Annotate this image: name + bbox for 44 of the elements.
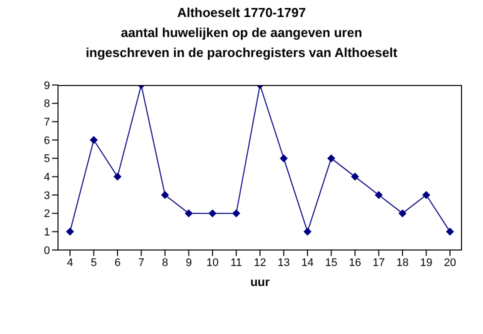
- point: [327, 154, 336, 162]
- point: [398, 209, 406, 218]
- x-tick-label: 15: [325, 256, 338, 269]
- x-tick-label: 19: [420, 256, 432, 269]
- point: [184, 209, 193, 218]
- x-tick-label: 12: [254, 256, 266, 269]
- point: [114, 172, 122, 181]
- y-tick-label: 2: [44, 208, 50, 220]
- y-tick-label: 0: [44, 244, 50, 257]
- point: [446, 228, 454, 236]
- x-tick-label: 20: [444, 256, 456, 269]
- x-tick-label: 5: [90, 256, 97, 269]
- point: [374, 191, 383, 199]
- y-tick-label: 5: [44, 153, 50, 166]
- x-tick-label: 18: [396, 256, 409, 269]
- y-tick-label: 9: [44, 80, 50, 92]
- y-tick-label: 8: [44, 98, 50, 110]
- point: [66, 228, 74, 236]
- y-tick-label: 1: [44, 226, 50, 239]
- point: [232, 209, 240, 218]
- point: [351, 172, 359, 181]
- point: [161, 191, 169, 199]
- x-tick-label: 10: [206, 256, 219, 269]
- chart-title: Althoeselt 1770-1797 aantal huwelijken op de aangeven uren ingeschreven in de parochregisters van Althoeselt: [84, 4, 398, 62]
- x-axis-title: uur: [250, 275, 270, 289]
- point: [90, 136, 98, 144]
- x-tick-label: 16: [348, 256, 362, 269]
- point: [208, 209, 216, 218]
- y-tick-label: 7: [44, 116, 50, 129]
- x-tick-label: 9: [186, 256, 192, 269]
- x-tick-label: 7: [138, 256, 144, 269]
- y-tick-label: 3: [44, 190, 50, 202]
- point: [422, 191, 430, 199]
- x-tick-label: 11: [230, 256, 242, 269]
- x-tick-label: 4: [66, 256, 74, 269]
- x-tick-label: 8: [162, 256, 168, 269]
- y-tick-label: 4: [44, 172, 50, 184]
- y-tick-label: 6: [44, 134, 50, 147]
- x-tick-label: 17: [372, 256, 385, 269]
- x-tick-label: 13: [278, 256, 290, 269]
- point: [280, 154, 288, 162]
- point: [304, 228, 312, 236]
- x-tick-label: 14: [301, 256, 314, 269]
- x-tick-label: 6: [114, 256, 121, 269]
